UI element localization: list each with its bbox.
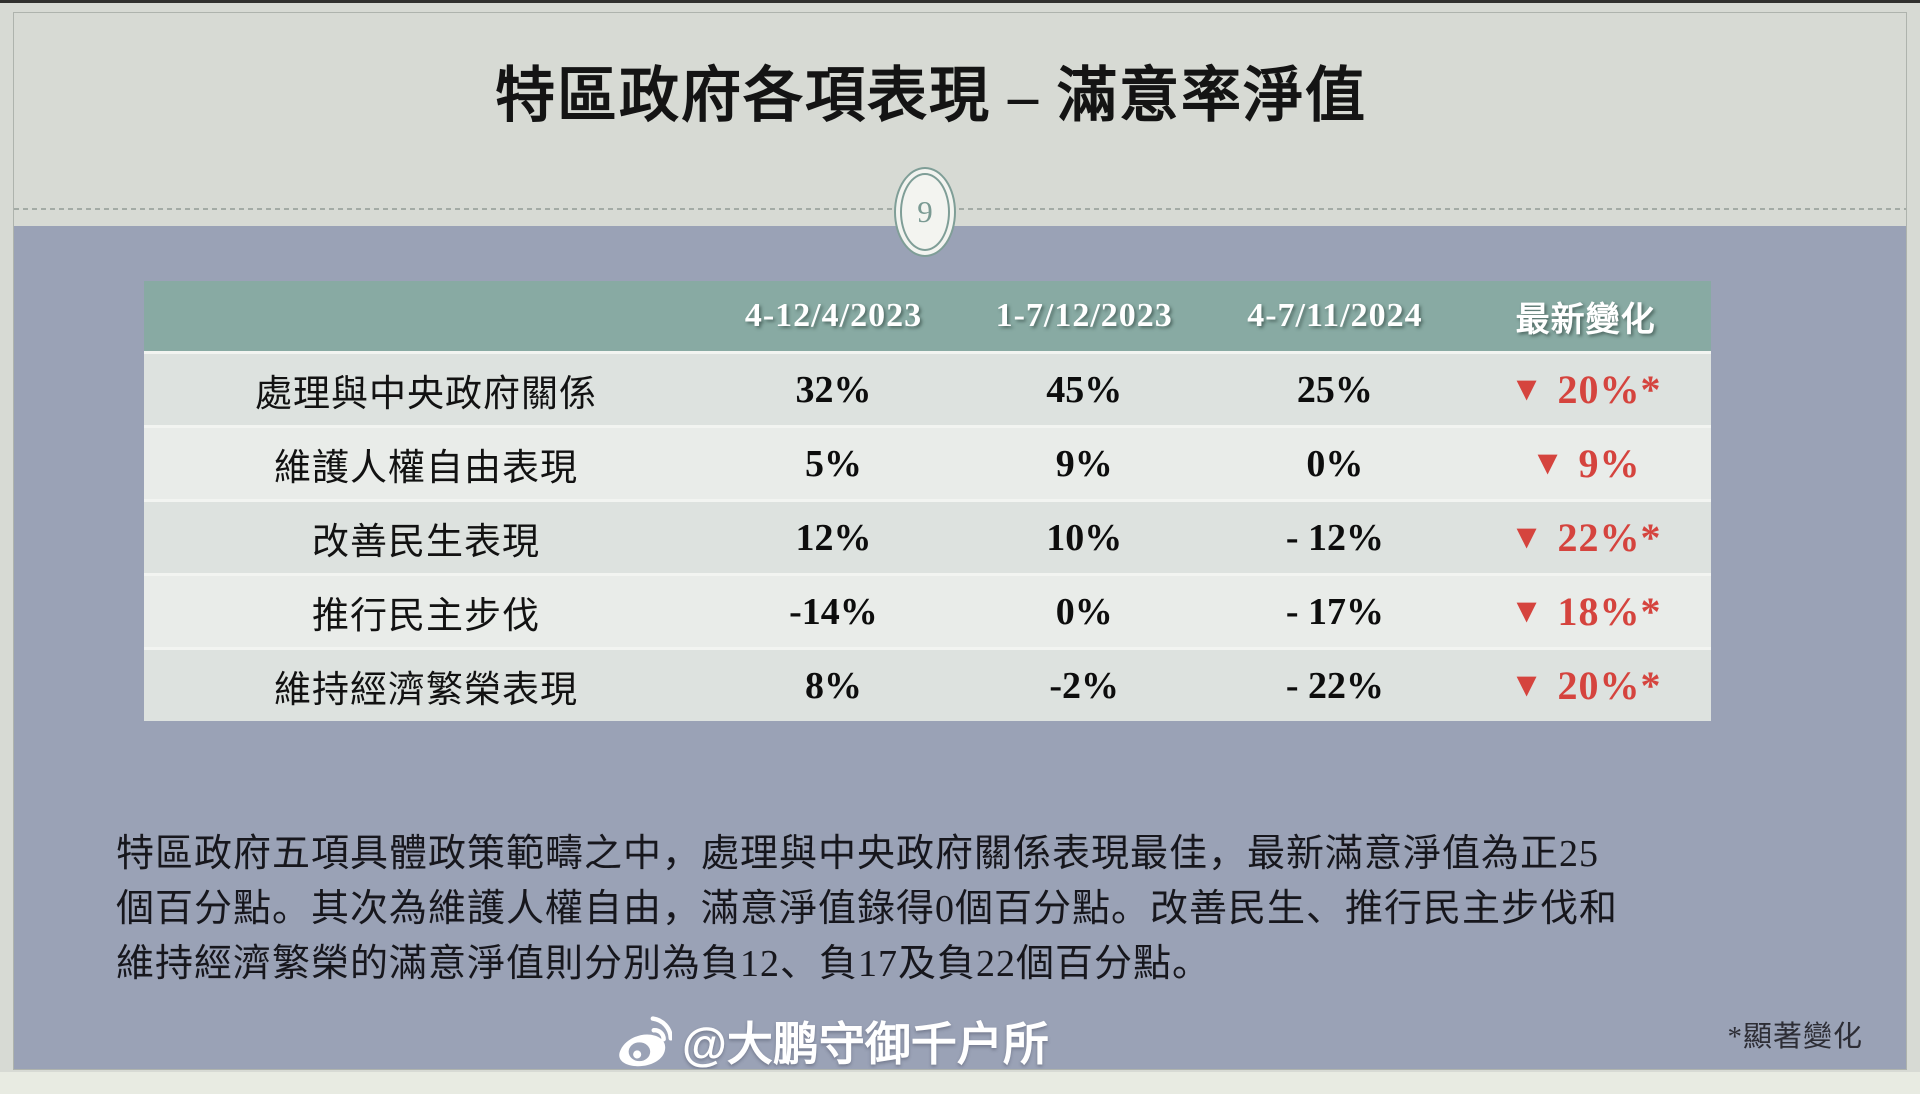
row-label: 維護人權自由表現 bbox=[274, 447, 579, 489]
change-value: 9% bbox=[1578, 441, 1641, 486]
row-label: 推行民主步伐 bbox=[312, 595, 541, 637]
change-value: 18%* bbox=[1557, 589, 1662, 634]
cell-value: - 22% bbox=[1285, 664, 1384, 707]
row-label: 處理與中央政府關係 bbox=[255, 373, 598, 415]
column-header-latest-change: 最新變化 bbox=[1515, 301, 1656, 339]
down-triangle-icon: ▼ bbox=[1530, 444, 1565, 482]
cell-value: 0% bbox=[1306, 442, 1364, 485]
down-triangle-icon: ▼ bbox=[1509, 592, 1544, 630]
table-row: 改善民生表現 12% 10% - 12% ▼ 22%* bbox=[144, 499, 1711, 573]
page-number: 9 bbox=[917, 194, 933, 229]
cell-value: 0% bbox=[1055, 590, 1113, 633]
summary-paragraph: 特區政府五項具體政策範疇之中，處理與中央政府關係表現最佳，最新滿意淨值為正25 … bbox=[116, 827, 1618, 992]
column-header-period-1: 4-12/4/2023 bbox=[744, 297, 923, 334]
table-header-row: 4-12/4/2023 1-7/12/2023 4-7/11/2024 最新變化 bbox=[144, 281, 1711, 351]
cell-value: - 12% bbox=[1285, 516, 1384, 559]
summary-line: 維持經濟繁榮的滿意淨值則分別為負12、負17及負22個百分點。 bbox=[116, 943, 1212, 985]
column-header-period-3: 4-7/11/2024 bbox=[1247, 297, 1423, 334]
down-triangle-icon: ▼ bbox=[1509, 370, 1544, 408]
table-row: 維持經濟繁榮表現 8% -2% - 22% ▼ 20%* bbox=[144, 647, 1711, 721]
cell-value: 12% bbox=[795, 516, 872, 559]
footnote: *顯著變化 bbox=[1727, 1021, 1863, 1053]
title-area: 特區政府各項表現 – 滿意率淨值 bbox=[14, 47, 1848, 134]
table-row: 維護人權自由表現 5% 9% 0% ▼ 9% bbox=[144, 425, 1711, 499]
cell-value: 32% bbox=[795, 368, 872, 411]
summary-line: 個百分點。其次為維護人權自由，滿意淨值錄得0個百分點。改善民生、推行民主步伐和 bbox=[116, 888, 1619, 930]
cell-value: -14% bbox=[789, 590, 878, 633]
change-value: 20%* bbox=[1557, 367, 1662, 412]
top-edge bbox=[0, 0, 1920, 3]
change-value: 20%* bbox=[1557, 663, 1662, 708]
down-triangle-icon: ▼ bbox=[1509, 518, 1544, 556]
watermark-text: @大鹏守御千户所 bbox=[682, 1018, 1049, 1070]
table-row: 推行民主步伐 -14% 0% - 17% ▼ 18%* bbox=[144, 573, 1711, 647]
page-title: 特區政府各項表現 – 滿意率淨值 bbox=[495, 63, 1367, 129]
change-cell: ▼ 20%* bbox=[1460, 650, 1711, 721]
change-cell: ▼ 22%* bbox=[1460, 502, 1711, 573]
watermark: @大鹏守御千户所 bbox=[614, 1011, 1049, 1070]
weibo-icon bbox=[614, 1015, 672, 1067]
column-header-period-2: 1-7/12/2023 bbox=[995, 297, 1173, 334]
cell-value: 8% bbox=[804, 664, 862, 707]
change-cell: ▼ 20%* bbox=[1460, 354, 1711, 425]
cell-value: 5% bbox=[804, 442, 862, 485]
performance-table: 4-12/4/2023 1-7/12/2023 4-7/11/2024 最新變化… bbox=[144, 281, 1711, 721]
dotted-divider bbox=[14, 208, 1906, 210]
cell-value: 9% bbox=[1055, 442, 1113, 485]
table-row: 處理與中央政府關係 32% 45% 25% ▼ 20%* bbox=[144, 351, 1711, 425]
cell-value: 45% bbox=[1046, 368, 1123, 411]
cell-value: 25% bbox=[1296, 368, 1373, 411]
row-label: 改善民生表現 bbox=[312, 521, 541, 563]
page-number-badge: 9 bbox=[894, 167, 956, 257]
bottom-strip bbox=[0, 1072, 1920, 1094]
down-triangle-icon: ▼ bbox=[1509, 666, 1544, 704]
summary-line: 特區政府五項具體政策範疇之中，處理與中央政府關係表現最佳，最新滿意淨值為正25 bbox=[116, 833, 1600, 875]
change-cell: ▼ 18%* bbox=[1460, 576, 1711, 647]
column-header-spacer bbox=[144, 281, 708, 351]
change-value: 22%* bbox=[1557, 515, 1662, 560]
slide-frame: 特區政府各項表現 – 滿意率淨值 9 4-12/4/2023 1-7/12/20… bbox=[13, 12, 1907, 1070]
change-cell: ▼ 9% bbox=[1460, 428, 1711, 499]
row-label: 維持經濟繁榮表現 bbox=[274, 669, 579, 711]
cell-value: - 17% bbox=[1285, 590, 1384, 633]
cell-value: 10% bbox=[1046, 516, 1123, 559]
cell-value: -2% bbox=[1049, 664, 1120, 707]
